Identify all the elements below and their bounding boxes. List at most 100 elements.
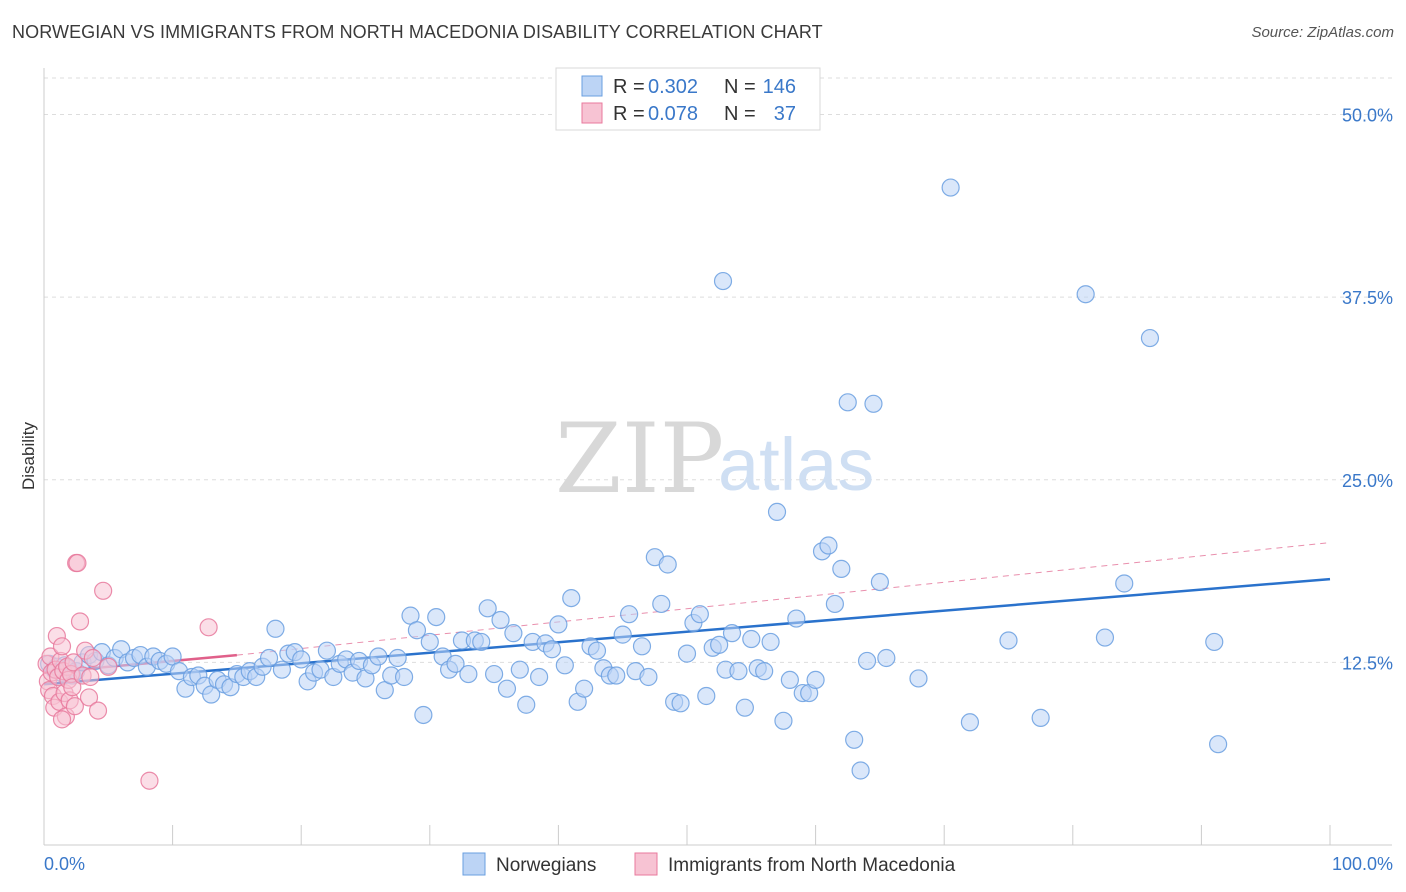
point-norwegians-63 <box>427 607 446 627</box>
point-norwegians-122 <box>806 670 825 690</box>
point-norwegians-144 <box>713 271 733 291</box>
legend: R = 0.302 N = 146 R = 0.078 N = 37 <box>555 67 821 131</box>
watermark-atlas: atlas <box>718 423 874 506</box>
point-norwegians-77 <box>517 695 536 714</box>
point-norwegians-75 <box>504 624 523 643</box>
point-norwegians-74 <box>497 679 517 698</box>
point-norwegians-140 <box>1095 628 1115 647</box>
point-norwegians-109 <box>722 624 742 643</box>
legend-swatch-norwegians <box>581 75 603 97</box>
point-norwegians-141 <box>1115 574 1134 593</box>
point-norwegians-135 <box>941 178 960 197</box>
point-norwegians-98 <box>652 594 671 614</box>
point-macedonia-29 <box>83 648 102 668</box>
point-norwegians-79 <box>530 667 549 687</box>
point-norwegians-127 <box>838 393 857 412</box>
point-norwegians-118 <box>780 670 799 690</box>
legend-r-label-2: R = <box>613 103 645 125</box>
point-norwegians-101 <box>671 694 690 713</box>
point-norwegians-54 <box>369 647 388 666</box>
point-macedonia-32 <box>99 657 118 676</box>
point-norwegians-104 <box>690 605 709 624</box>
point-norwegians-57 <box>388 648 407 668</box>
legend-n-value-2: 37 <box>774 103 796 125</box>
point-macedonia-28 <box>79 688 99 707</box>
point-macedonia-31 <box>94 581 113 600</box>
point-macedonia-25 <box>70 612 90 631</box>
point-macedonia-35 <box>199 618 218 637</box>
bottom-legend-swatch-norwegians <box>462 852 486 876</box>
point-norwegians-76 <box>510 660 529 679</box>
point-norwegians-124 <box>819 536 838 555</box>
point-norwegians-61 <box>414 705 433 725</box>
x-tick-label-min: 0.0% <box>44 854 85 874</box>
axes <box>43 68 1392 846</box>
point-norwegians-88 <box>587 641 607 660</box>
point-norwegians-73 <box>491 610 510 630</box>
point-norwegians-86 <box>575 679 594 698</box>
point-norwegians-38 <box>266 619 285 638</box>
point-macedonia-22 <box>65 697 84 716</box>
y-tick-label-3: 50.0% <box>1342 106 1393 126</box>
point-norwegians-128 <box>845 730 864 749</box>
legend-r-label-1: R = <box>613 76 645 98</box>
watermark: ZIP atlas <box>555 403 874 515</box>
point-macedonia-12 <box>52 637 72 656</box>
point-macedonia-36 <box>52 710 72 729</box>
point-norwegians-95 <box>632 637 652 656</box>
trend-lines <box>43 542 1331 686</box>
point-norwegians-119 <box>787 609 806 628</box>
bottom-legend-label-norwegians: Norwegians <box>496 855 596 876</box>
point-norwegians-72 <box>485 664 504 684</box>
point-norwegians-126 <box>832 559 851 578</box>
point-norwegians-42 <box>292 650 311 669</box>
point-norwegians-68 <box>459 664 478 684</box>
point-norwegians-91 <box>607 666 626 685</box>
point-norwegians-84 <box>562 588 581 608</box>
point-macedonia-34 <box>140 771 159 790</box>
point-norwegians-139 <box>1076 285 1095 304</box>
point-norwegians-138 <box>1031 708 1050 727</box>
point-norwegians-110 <box>729 662 748 681</box>
bottom-legend-swatch-macedonia <box>634 852 658 876</box>
x-tick-label-max: 100.0% <box>1332 854 1393 874</box>
point-norwegians-131 <box>864 394 883 413</box>
point-norwegians-82 <box>549 615 568 634</box>
point-norwegians-111 <box>735 698 754 717</box>
trend-line-macedonia-extended <box>236 542 1331 656</box>
point-macedonia-33 <box>81 667 100 687</box>
point-macedonia-24 <box>68 553 87 573</box>
point-norwegians-117 <box>774 711 793 730</box>
point-norwegians-114 <box>755 662 774 681</box>
point-norwegians-133 <box>877 648 896 668</box>
point-norwegians-107 <box>710 635 729 654</box>
y-tick-labels: 12.5% 25.0% 37.5% 50.0% <box>1342 106 1393 674</box>
point-norwegians-92 <box>613 625 632 644</box>
point-macedonia-21 <box>64 653 83 672</box>
point-norwegians-66 <box>446 654 465 673</box>
y-tick-label-2: 37.5% <box>1342 288 1393 308</box>
point-norwegians-37 <box>259 648 279 668</box>
legend-n-value-1: 146 <box>763 76 796 98</box>
point-norwegians-137 <box>999 631 1018 650</box>
point-norwegians-145 <box>1209 735 1228 754</box>
point-norwegians-93 <box>620 605 639 624</box>
bottom-legend: Norwegians Immigrants from North Macedon… <box>462 852 956 876</box>
bottom-legend-label-macedonia: Immigrants from North Macedonia <box>668 855 956 876</box>
point-norwegians-99 <box>658 555 677 574</box>
data-points <box>37 178 1228 790</box>
point-norwegians-46 <box>317 641 337 660</box>
point-norwegians-125 <box>825 594 844 614</box>
point-norwegians-70 <box>472 632 491 652</box>
point-norwegians-105 <box>697 686 716 706</box>
point-norwegians-62 <box>420 632 439 652</box>
point-macedonia-30 <box>88 701 108 720</box>
point-norwegians-143 <box>1205 632 1224 652</box>
point-norwegians-71 <box>478 599 497 618</box>
point-macedonia-20 <box>63 678 82 697</box>
point-norwegians-129 <box>851 761 870 780</box>
point-norwegians-132 <box>870 572 890 592</box>
point-norwegians-136 <box>960 713 980 732</box>
point-norwegians-142 <box>1140 328 1160 348</box>
